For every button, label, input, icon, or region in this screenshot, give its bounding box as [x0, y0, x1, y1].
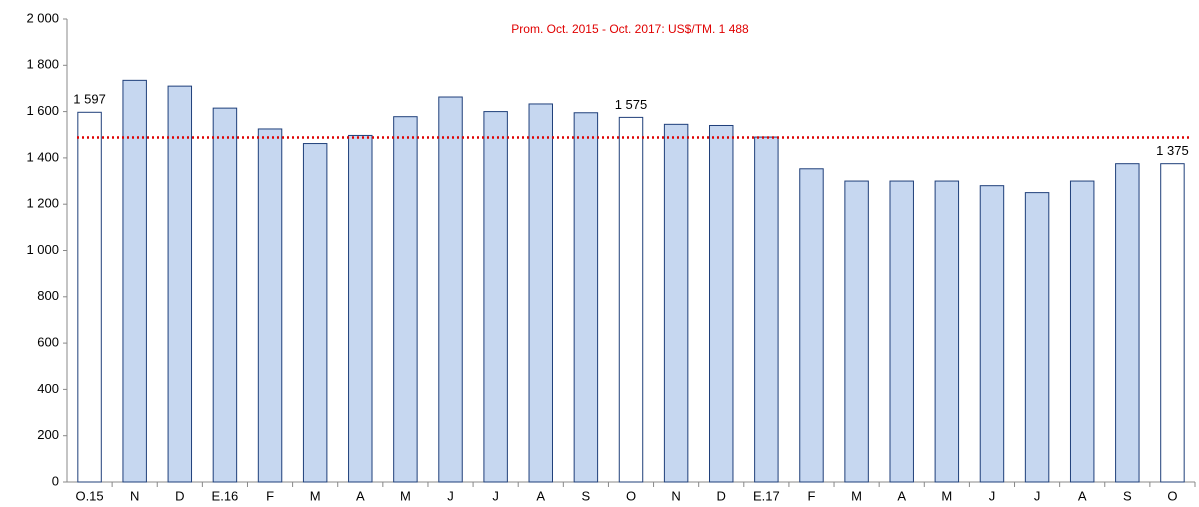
x-tick-label: F: [266, 488, 274, 503]
y-tick-label: 600: [37, 335, 59, 350]
bar: [348, 134, 373, 483]
bar: [1024, 192, 1050, 483]
bar: [1115, 163, 1140, 483]
y-tick-label: 400: [37, 381, 59, 396]
x-tick-label: J: [1034, 488, 1041, 503]
x-tick-label: M: [310, 488, 321, 503]
x-tick-label: S: [582, 488, 591, 503]
x-tick-label: M: [851, 488, 862, 503]
x-tick-label: O: [1167, 488, 1177, 503]
bar: [844, 180, 869, 483]
bar: [1160, 163, 1185, 483]
bar: [212, 107, 238, 483]
x-tick-label: O.15: [75, 488, 103, 503]
x-tick-label: A: [897, 488, 906, 503]
y-tick-label: 1 000: [26, 242, 59, 257]
bar: [889, 180, 914, 483]
x-tick-label: A: [1078, 488, 1087, 503]
y-tick-label: 1 200: [26, 196, 59, 211]
x-tick-label: M: [400, 488, 411, 503]
value-label: 1 375: [1156, 143, 1189, 158]
bar: [302, 143, 328, 483]
bar: [573, 112, 599, 483]
bar: [709, 124, 734, 483]
bar: [799, 168, 824, 483]
bar: [393, 116, 418, 483]
y-tick-label: 0: [52, 473, 59, 488]
x-tick-label: N: [671, 488, 680, 503]
bar: [754, 136, 779, 483]
x-tick-label: E.17: [753, 488, 780, 503]
bar: [1069, 180, 1095, 483]
x-tick-label: E.16: [212, 488, 239, 503]
y-tick-label: 800: [37, 288, 59, 303]
x-tick-label: D: [717, 488, 726, 503]
y-tick-label: 1 800: [26, 57, 59, 72]
x-tick-label: A: [536, 488, 545, 503]
y-tick-label: 2 000: [26, 10, 59, 25]
bar: [122, 79, 147, 483]
bar: [934, 180, 960, 483]
bar: [528, 103, 553, 483]
x-tick-label: J: [492, 488, 499, 503]
x-tick-label: O: [626, 488, 636, 503]
value-label: 1 597: [73, 92, 106, 107]
x-tick-label: J: [447, 488, 454, 503]
bar: [167, 85, 193, 483]
chart-subtitle: Prom. Oct. 2015 - Oct. 2017: US$/TM. 1 4…: [511, 22, 749, 36]
bar: [618, 116, 644, 483]
x-tick-label: A: [356, 488, 365, 503]
y-tick-label: 200: [37, 427, 59, 442]
bar: [257, 128, 283, 483]
x-tick-label: D: [175, 488, 184, 503]
x-tick-label: S: [1123, 488, 1132, 503]
x-tick-label: N: [130, 488, 139, 503]
x-tick-label: F: [808, 488, 816, 503]
bar: [438, 96, 463, 483]
value-label: 1 575: [615, 97, 648, 112]
x-tick-label: M: [941, 488, 952, 503]
bar: [663, 123, 689, 483]
x-tick-label: J: [989, 488, 996, 503]
bar: [77, 111, 102, 483]
y-tick-label: 1 600: [26, 103, 59, 118]
y-tick-label: 1 400: [26, 149, 59, 164]
bar: [979, 185, 1005, 483]
bar: [483, 111, 508, 483]
